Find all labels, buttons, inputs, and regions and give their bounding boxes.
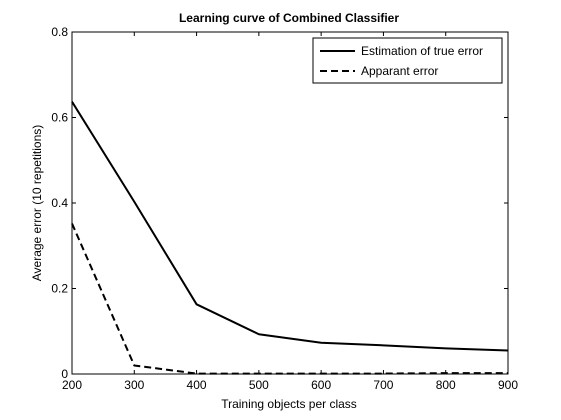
plot-area-frame <box>71 31 509 375</box>
data-point-series-1 <box>507 349 509 351</box>
data-point-series-2 <box>71 223 73 225</box>
x-tick-label: 600 <box>311 378 331 392</box>
x-tick-label: 800 <box>436 378 456 392</box>
y-tick-label: 0.2 <box>51 282 68 296</box>
data-point-series-1 <box>445 347 447 349</box>
data-point-series-2 <box>133 364 135 366</box>
series-line-2 <box>71 223 508 375</box>
series-line-1 <box>71 101 509 352</box>
y-tick-label: 0.8 <box>51 25 68 39</box>
data-point-series-1 <box>196 303 198 305</box>
data-point-series-1 <box>258 333 260 335</box>
data-point-series-1 <box>71 101 73 103</box>
data-point-series-2 <box>258 373 260 375</box>
data-point-series-1 <box>133 201 135 203</box>
legend-box <box>312 37 503 84</box>
data-point-series-1 <box>382 344 384 346</box>
x-tick-label: 300 <box>124 378 144 392</box>
legend-label-2: Apparant error <box>361 64 438 78</box>
data-point-series-2 <box>445 372 447 374</box>
y-axis-label: Average error (10 repetitions) <box>30 125 44 282</box>
x-tick-label: 500 <box>249 378 269 392</box>
legend-label-1: Estimation of true error <box>361 44 483 58</box>
data-point-series-2 <box>382 373 384 375</box>
data-point-series-2 <box>320 373 322 375</box>
x-tick-label: 400 <box>187 378 207 392</box>
y-tick-label: 0 <box>61 367 68 381</box>
data-point-series-1 <box>320 342 322 344</box>
y-tick-label: 0.4 <box>51 196 68 210</box>
data-point-series-2 <box>507 372 509 374</box>
legend: Estimation of true error Apparant error <box>312 37 503 84</box>
y-tick-label: 0.6 <box>51 111 68 125</box>
x-tick-label: 900 <box>498 378 518 392</box>
x-axis-label: Training objects per class <box>221 397 357 411</box>
data-point-series-2 <box>196 373 198 375</box>
x-tick-label: 700 <box>373 378 393 392</box>
x-tick-label: 200 <box>62 378 82 392</box>
chart-title: Learning curve of Combined Classifier <box>179 11 399 25</box>
